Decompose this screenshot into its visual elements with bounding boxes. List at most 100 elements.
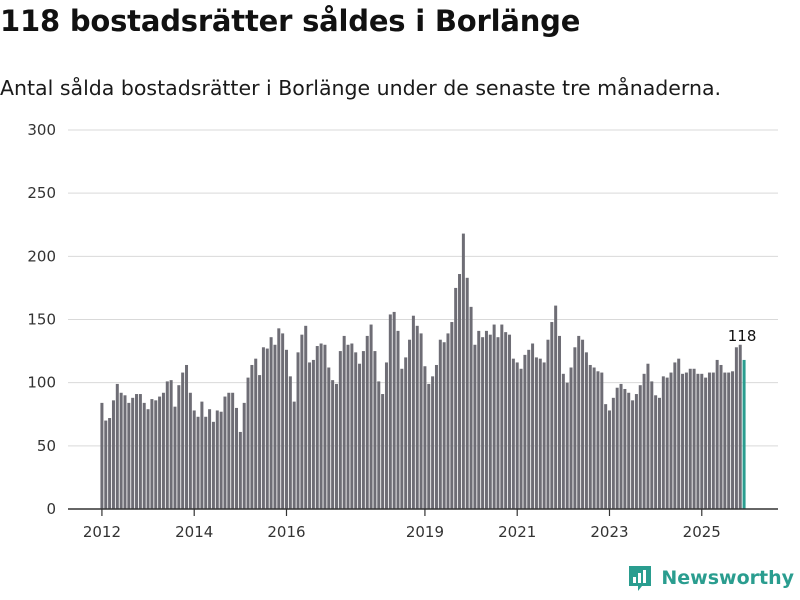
bar (131, 397, 135, 509)
bar (542, 362, 546, 509)
bar (465, 277, 469, 509)
bar (573, 347, 577, 509)
bar (411, 315, 415, 509)
bar (165, 381, 169, 509)
bar (481, 337, 485, 509)
bar (738, 344, 742, 509)
bars (100, 233, 746, 509)
bar (342, 335, 346, 509)
bar (296, 352, 300, 509)
bar (304, 325, 308, 509)
bar (727, 372, 731, 509)
bar (446, 333, 450, 509)
bar (734, 347, 738, 509)
bar (731, 371, 735, 509)
bar (657, 397, 661, 509)
bar (219, 411, 223, 509)
bar (223, 396, 227, 509)
y-tick-label: 200 (27, 247, 56, 265)
bar (404, 357, 408, 509)
bar (650, 381, 654, 509)
bar (408, 339, 412, 509)
bar (550, 322, 554, 509)
brand: Newsworthy (627, 564, 794, 592)
bar (381, 394, 385, 509)
bar (173, 406, 177, 509)
bar (211, 421, 215, 509)
y-tick-label: 50 (37, 437, 56, 455)
bar (169, 380, 173, 509)
bar (250, 364, 254, 509)
bar (415, 325, 419, 509)
bar (442, 342, 446, 509)
bar (434, 364, 438, 509)
y-tick-label: 250 (27, 184, 56, 202)
bar (488, 334, 492, 509)
bar (554, 305, 558, 509)
bar (354, 352, 358, 509)
bar (215, 410, 219, 509)
bar (392, 311, 396, 509)
bar (181, 372, 185, 509)
bar (707, 372, 711, 509)
bar (281, 333, 285, 509)
bar (265, 348, 269, 509)
y-tick-label: 150 (27, 311, 56, 329)
bar (288, 376, 292, 509)
bar (142, 402, 146, 509)
bar (111, 400, 115, 509)
bar (577, 335, 581, 509)
bar (388, 314, 392, 509)
bar (592, 367, 596, 509)
bar (273, 344, 277, 509)
bar (200, 401, 204, 509)
bar (473, 344, 477, 509)
bar (711, 372, 715, 509)
bar (158, 396, 162, 509)
bar (292, 401, 296, 509)
bar (308, 362, 312, 509)
bar (365, 335, 369, 509)
bar (511, 358, 515, 509)
bar (569, 367, 573, 509)
bar (619, 383, 623, 509)
bar (642, 373, 646, 509)
bar (384, 362, 388, 509)
bar (450, 322, 454, 509)
bar (696, 373, 700, 509)
x-tick-label: 2016 (267, 523, 305, 541)
bar (523, 354, 527, 509)
bar (615, 387, 619, 509)
bar (484, 330, 488, 509)
bar (254, 358, 258, 509)
bar (654, 395, 658, 509)
bar (119, 392, 123, 509)
bar (427, 383, 431, 509)
bar (461, 233, 465, 509)
bar (469, 306, 473, 509)
bar (700, 373, 704, 509)
bar (338, 351, 342, 509)
bar (623, 388, 627, 509)
bar (634, 394, 638, 509)
bar (419, 333, 423, 509)
bar (454, 287, 458, 509)
bar (631, 400, 635, 509)
bar (669, 372, 673, 509)
bar (431, 376, 435, 509)
bar (527, 349, 531, 509)
bar (284, 349, 288, 509)
bar (519, 368, 523, 509)
y-tick-label: 300 (27, 121, 56, 139)
bar (377, 381, 381, 509)
bar (127, 402, 131, 509)
bar (531, 343, 535, 509)
bar (604, 404, 608, 509)
bar (704, 377, 708, 509)
bar (350, 343, 354, 509)
bar (504, 332, 508, 509)
y-tick-label: 100 (27, 374, 56, 392)
bar (204, 416, 208, 509)
bar (334, 383, 338, 509)
